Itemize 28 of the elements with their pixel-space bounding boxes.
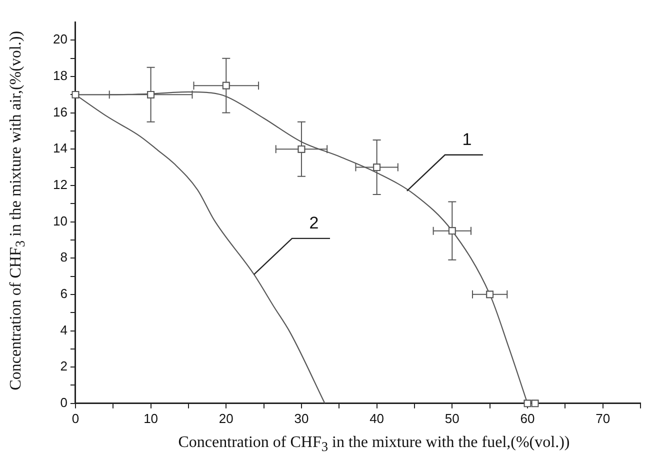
x-tick-label: 30: [294, 410, 309, 426]
point: [524, 400, 532, 408]
x-axis-title: Concentration of CHF$_{3}$ in the mixture with the fuel,(%(vol.)): [177, 434, 571, 456]
y-tick-label: 0: [60, 394, 68, 410]
y-tick-label: 10: [52, 213, 68, 228]
x-tick-label: 60: [520, 410, 535, 426]
point: [298, 145, 306, 153]
point: [72, 90, 80, 98]
y-tick-label: 2: [60, 358, 68, 374]
y-tick-label: 6: [60, 286, 68, 302]
x-tick-label: 40: [370, 410, 384, 426]
y-tick-label: 4: [60, 322, 68, 338]
annotation: 2: [309, 214, 319, 233]
y-tick-label: 20: [52, 32, 68, 47]
point: [531, 400, 539, 408]
y-tick-label: 8: [60, 250, 68, 265]
y-tick-label: 18: [52, 68, 68, 84]
y-tick-label: 12: [52, 177, 68, 192]
point: [373, 164, 380, 171]
x-tick-label: 50: [444, 410, 460, 426]
x-tick-label: 20: [218, 410, 234, 426]
annotation: 1: [462, 130, 472, 150]
x-tick-label: 10: [144, 410, 158, 426]
y-tick-label: 16: [52, 104, 68, 120]
x-tick-label: 0: [72, 410, 80, 426]
point: [222, 82, 230, 90]
y-tick-label: 14: [52, 140, 68, 156]
x-tick-label: 70: [596, 410, 610, 426]
